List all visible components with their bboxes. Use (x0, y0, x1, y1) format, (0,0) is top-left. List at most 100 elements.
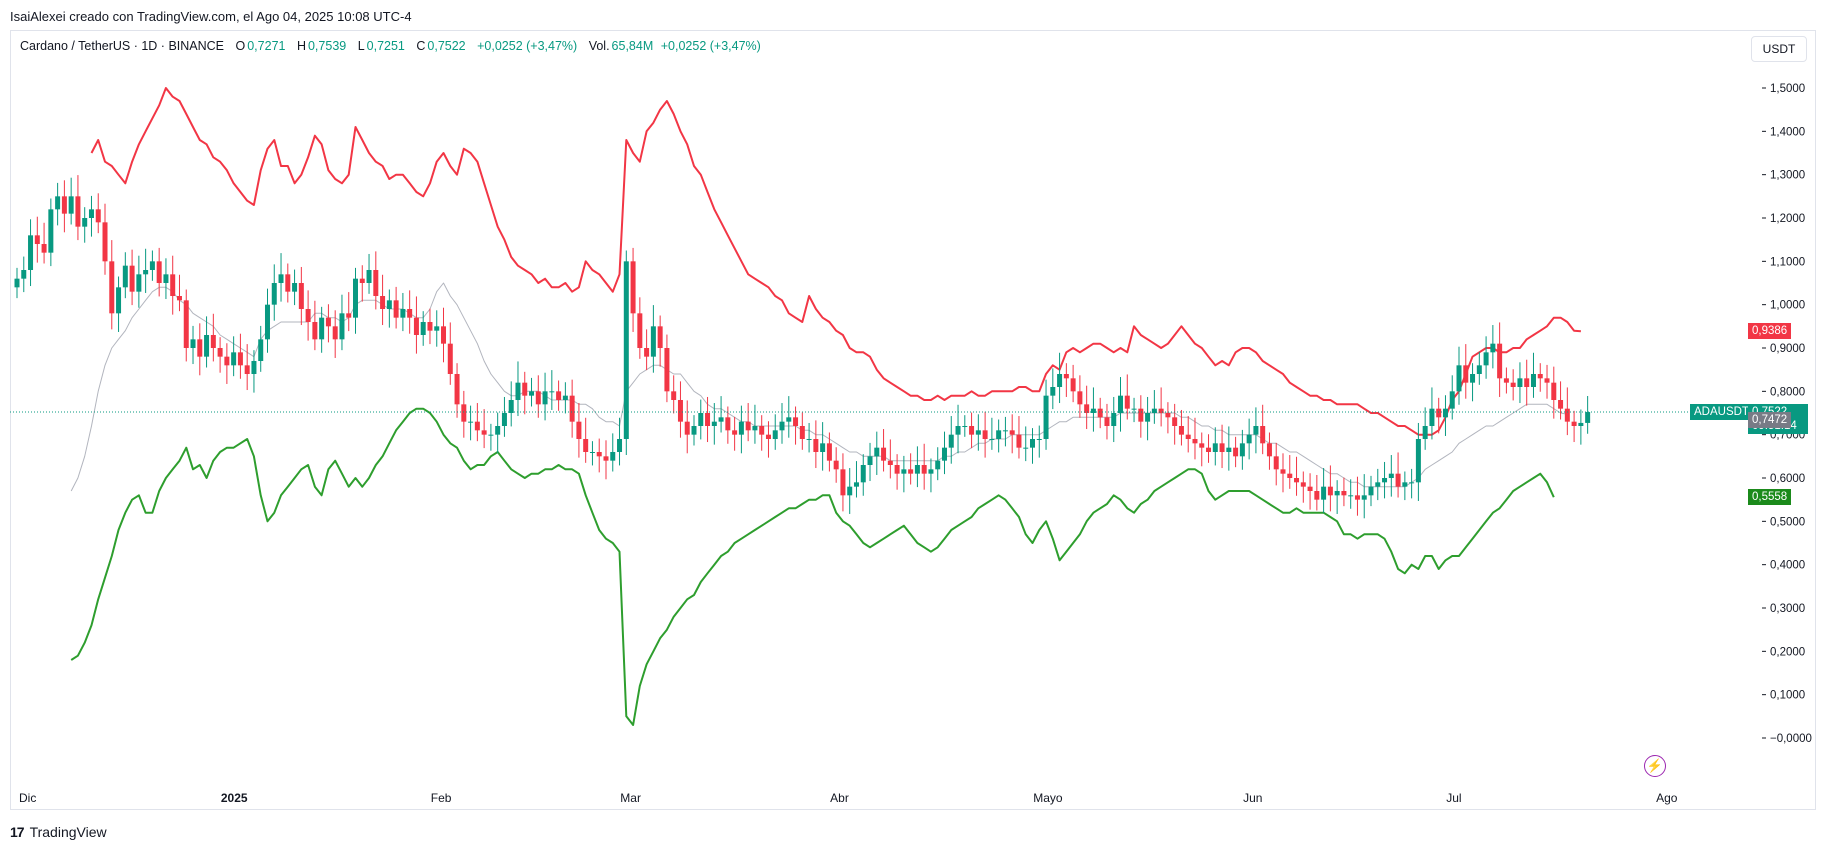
legend-change: +0,0252 (+3,47%) (477, 39, 578, 53)
legend-symbol[interactable]: Cardano / TetherUS · 1D · BINANCE (20, 39, 225, 53)
candle-body (664, 348, 670, 392)
candle-body (1348, 495, 1354, 497)
candle-body (908, 469, 914, 474)
candle-body (1503, 378, 1509, 383)
candle-body (1422, 426, 1428, 439)
legend-close-label: C (416, 39, 426, 53)
candle-body (556, 391, 562, 400)
candle-body (258, 339, 264, 361)
y-tick-label: 0,8000 (1770, 386, 1805, 398)
candle-body (1402, 482, 1408, 487)
candle-body (623, 261, 629, 439)
candle-body (461, 404, 467, 422)
candle-body (820, 443, 826, 452)
candle-body (1009, 430, 1015, 435)
candle-body (1571, 421, 1577, 426)
candle-body (759, 426, 765, 435)
candle-body (617, 439, 623, 452)
y-tick-label: 0,3000 (1770, 603, 1805, 615)
candle-body (914, 465, 920, 474)
candle-body (386, 300, 392, 309)
candle-body (535, 391, 541, 405)
candle-body (285, 274, 291, 292)
candle-body (136, 274, 142, 292)
x-tick-label: 2025 (221, 791, 248, 805)
candle-body (867, 456, 873, 465)
candle-body (887, 460, 893, 465)
candle-body (1388, 473, 1394, 478)
candle-body (982, 430, 988, 439)
candle-body (319, 317, 325, 340)
lightning-icon[interactable]: ⚡ (1644, 755, 1666, 777)
tradingview-logo[interactable]: 17 TradingView (10, 824, 107, 840)
candle-body (441, 326, 447, 344)
candle-body (380, 296, 386, 309)
candle-body (481, 430, 487, 435)
candle-body (1354, 495, 1360, 500)
candle-body (562, 395, 568, 400)
candle-body (576, 421, 582, 439)
legend-high-label: H (296, 39, 306, 53)
candle-body (833, 460, 839, 470)
candle-body (921, 465, 927, 474)
candle-body (1578, 422, 1584, 426)
candle-body (1327, 486, 1333, 496)
tradingview-brand: TradingView (29, 824, 107, 840)
upper-band-tag: 0,9386 (1748, 323, 1792, 340)
candle-body (495, 426, 501, 435)
y-tick-label: 0,2000 (1770, 646, 1805, 658)
candle-body (61, 196, 67, 214)
legend-low: 0,7251 (366, 39, 405, 53)
legend-vol-change: +0,0252 (+3,47%) (660, 39, 761, 53)
x-tick-label: Abr (830, 791, 849, 805)
candle-body (928, 469, 934, 474)
candle-body (1470, 374, 1476, 383)
attribution-text: IsaiAlexei creado con TradingView.com, e… (10, 9, 412, 24)
currency-button[interactable]: USDT (1751, 36, 1807, 62)
candle-body (28, 235, 34, 270)
candle-body (1280, 469, 1286, 474)
candle-body (325, 317, 331, 327)
candle-body (1050, 387, 1056, 396)
upper-band-line (90, 87, 1581, 436)
candle-body (711, 421, 717, 426)
candle-body (975, 430, 981, 435)
candle-body (1145, 413, 1151, 422)
candle-body (420, 322, 426, 335)
candle-body (1253, 426, 1259, 435)
candle-body (1172, 417, 1178, 426)
chart-legend: Cardano / TetherUS · 1D · BINANCE O 0,727… (20, 39, 769, 53)
candle-body (163, 274, 169, 283)
x-tick-label: Mar (620, 791, 641, 805)
candle-body (1375, 482, 1381, 487)
candle-body (610, 452, 616, 461)
y-tick-label: 1,0000 (1770, 300, 1805, 312)
candle-body (1077, 391, 1083, 405)
candle-body (366, 270, 372, 283)
price-axis: 1,5000 1,4000 1,3000 1,2000 1,1000 1,0000 0,90… (1762, 83, 1812, 745)
candle-body (1307, 486, 1313, 491)
candle-body (881, 447, 887, 461)
candle-body (725, 417, 731, 431)
candle-body (596, 452, 602, 457)
candle-body (955, 426, 961, 435)
candle-body (400, 309, 406, 318)
candle-body (359, 278, 365, 283)
candle-body (1585, 412, 1591, 423)
candle-body (691, 426, 697, 435)
candle-body (373, 270, 379, 296)
candle-body (271, 283, 277, 305)
candle-body (1165, 413, 1171, 418)
x-tick-label: Dic (19, 791, 36, 805)
candle-body (1382, 478, 1388, 483)
candle-body (14, 278, 20, 288)
y-tick-label: 0,5000 (1770, 516, 1805, 528)
candle-body (508, 400, 514, 413)
candle-body (677, 400, 683, 422)
candle-body (1246, 434, 1252, 444)
candle-body (522, 382, 528, 396)
candle-body (772, 430, 778, 439)
candle-body (339, 313, 345, 340)
chart-frame (10, 30, 1816, 810)
